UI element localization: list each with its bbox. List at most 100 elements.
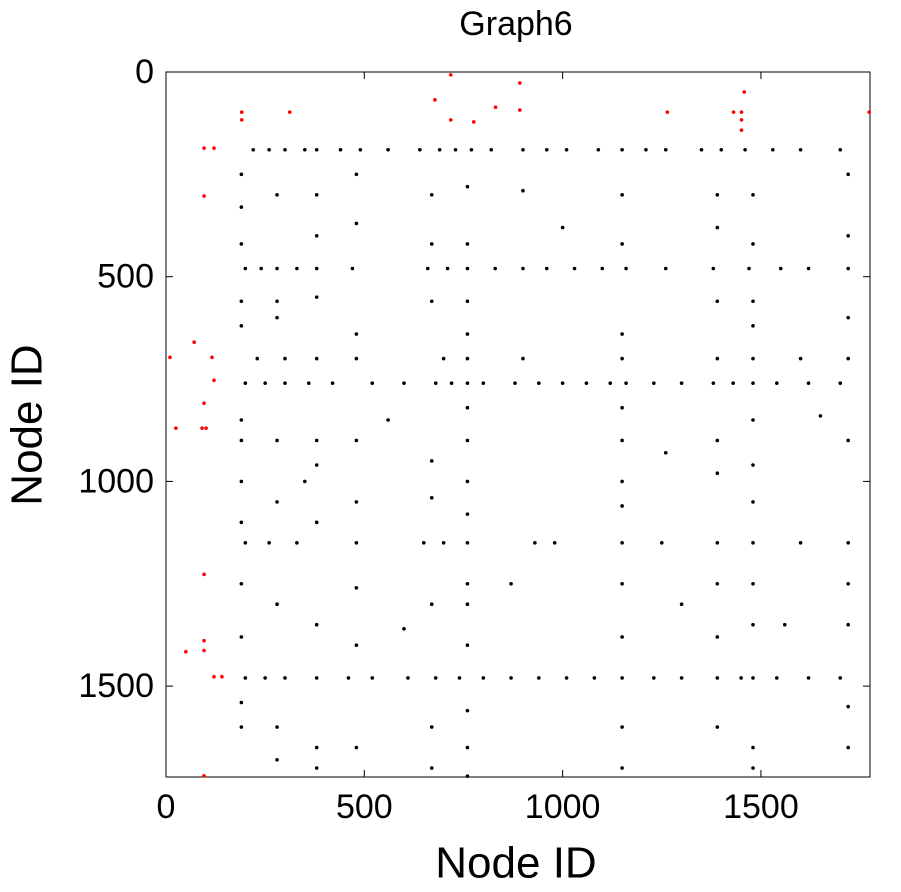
y-tick-label: 500 [97, 258, 154, 296]
point [544, 266, 549, 271]
point [747, 266, 751, 271]
point [239, 581, 244, 586]
point [275, 315, 279, 320]
point [552, 541, 557, 545]
point [354, 586, 359, 590]
point [314, 463, 319, 467]
point [314, 356, 319, 361]
point [441, 356, 446, 361]
point [354, 500, 359, 504]
point [620, 504, 624, 508]
point [283, 381, 287, 385]
point [465, 242, 470, 246]
point [449, 381, 454, 385]
point [465, 643, 470, 647]
point [314, 745, 319, 750]
point [838, 676, 843, 680]
point [592, 676, 597, 680]
point [659, 541, 664, 545]
point [314, 147, 319, 152]
point [751, 242, 755, 246]
point [429, 495, 434, 500]
point [263, 381, 267, 385]
point [465, 479, 470, 484]
point [537, 381, 541, 385]
point [818, 414, 823, 418]
point [739, 676, 743, 680]
point [620, 193, 624, 197]
point [263, 676, 267, 680]
point [239, 205, 244, 209]
point [846, 438, 850, 443]
point [239, 299, 244, 304]
point [465, 708, 470, 713]
point [751, 463, 755, 467]
point [338, 147, 343, 152]
point [350, 266, 355, 271]
point [846, 541, 850, 545]
x-tick-label: 1500 [723, 788, 799, 826]
point [521, 356, 525, 361]
point [243, 266, 248, 271]
point [354, 643, 359, 647]
point [202, 401, 206, 406]
point [453, 147, 458, 152]
point [715, 471, 720, 476]
point [354, 172, 359, 177]
point [465, 266, 470, 271]
point [620, 541, 624, 545]
point [560, 225, 565, 230]
point [370, 381, 375, 385]
point [537, 676, 541, 680]
point [742, 90, 747, 94]
x-tick-label: 500 [336, 788, 393, 826]
point [330, 381, 335, 385]
point [699, 147, 704, 152]
point [711, 266, 716, 271]
point [425, 266, 430, 271]
point [715, 225, 720, 230]
point [465, 299, 470, 304]
point [469, 147, 474, 152]
point [433, 98, 437, 102]
point [429, 299, 434, 304]
point [429, 242, 434, 246]
point [751, 299, 755, 304]
point [220, 674, 224, 679]
point [846, 233, 850, 238]
point [212, 674, 216, 679]
point [275, 193, 279, 197]
point [564, 676, 569, 680]
point [429, 459, 434, 463]
point [251, 147, 256, 152]
point [429, 602, 434, 607]
point [624, 266, 628, 271]
point [751, 418, 755, 422]
point [422, 541, 426, 545]
point [774, 676, 779, 680]
point [204, 426, 208, 430]
point [751, 676, 755, 680]
point [239, 172, 244, 177]
point [433, 676, 438, 680]
point [493, 266, 497, 271]
y-tick-label: 1000 [78, 462, 154, 500]
point [572, 266, 577, 271]
point [354, 745, 359, 750]
point [652, 381, 656, 385]
point [314, 193, 319, 197]
point [243, 676, 248, 680]
point [314, 295, 319, 299]
point [275, 299, 279, 304]
point [774, 381, 779, 385]
point [275, 725, 279, 729]
point [465, 438, 470, 443]
chart-title: Graph6 [459, 5, 572, 43]
point [275, 500, 279, 504]
point [521, 147, 525, 152]
point [386, 147, 390, 152]
point [287, 110, 292, 114]
point [465, 405, 470, 410]
point [441, 541, 446, 545]
point [751, 745, 755, 750]
